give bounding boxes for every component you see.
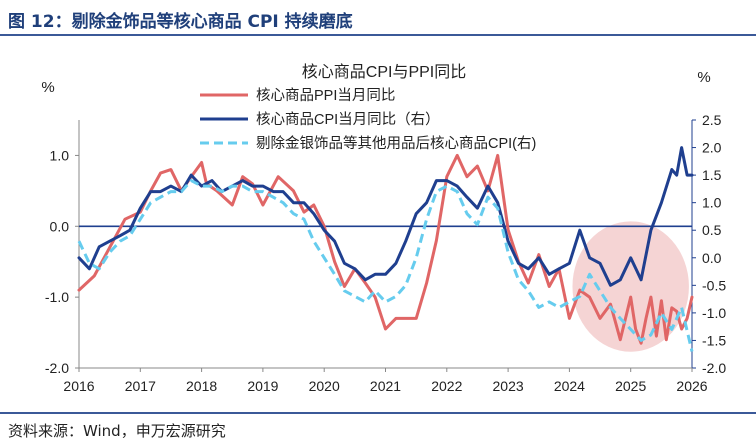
right-tick-label: -0.5 [702,277,726,293]
x-tick-label: 2023 [493,378,524,394]
x-tick-label: 2020 [309,378,340,394]
right-tick-label: 2.5 [702,112,722,128]
chart-series [77,146,694,352]
chart-ticks: 1.0 0.0 -1.0 -2.0 2.5 2.0 1.5 1.0 0.5 0.0 -0.5 -1.0… [45,112,726,394]
left-tick-label: -1.0 [45,289,69,305]
x-tick-label: 2019 [247,378,278,394]
right-tick-label: 0.0 [702,250,722,266]
right-tick-label: 2.0 [702,140,722,156]
footer-rule [0,412,756,414]
highlight-region [572,221,689,352]
series-line-1 [77,153,694,345]
right-tick-label: 1.5 [702,167,722,183]
x-tick-label: 2016 [63,378,94,394]
x-tick-label: 2017 [125,378,156,394]
x-tick-label: 2024 [554,378,585,394]
right-tick-label: -1.0 [702,305,726,321]
left-tick-label: 1.0 [50,147,70,163]
left-tick-label: -2.0 [45,360,69,376]
right-axis-unit: % [697,69,710,86]
left-axis-unit: % [41,79,54,96]
right-tick-label: -2.0 [702,360,726,376]
left-tick-label: 0.0 [50,218,70,234]
series-line-3 [77,179,694,352]
legend-label-2: 核心商品CPI当月同比（右） [256,111,440,128]
x-tick-label: 2026 [676,378,707,394]
legend-label-3: 剔除金银饰品等其他用品后核心商品CPI(右) [256,134,536,152]
legend-label-1: 核心商品PPI当月同比 [256,87,395,104]
source-note: 资料来源：Wind，申万宏源研究 [8,422,226,440]
x-tick-label: 2025 [615,378,646,394]
chart-title: 核心商品CPI与PPI同比 [302,63,466,81]
header-rule [0,34,756,36]
figure-header: 图 12：剔除金饰品等核心商品 CPI 持续磨底 [0,0,756,36]
right-tick-label: 1.0 [702,195,722,211]
x-tick-label: 2018 [186,378,217,394]
figure-title: 图 12：剔除金饰品等核心商品 CPI 持续磨底 [8,12,353,32]
right-tick-label: -1.5 [702,332,726,348]
x-tick-label: 2021 [370,378,401,394]
x-tick-label: 2022 [431,378,462,394]
figure-footer: 资料来源：Wind，申万宏源研究 [0,412,756,448]
right-tick-label: 0.5 [702,222,722,238]
